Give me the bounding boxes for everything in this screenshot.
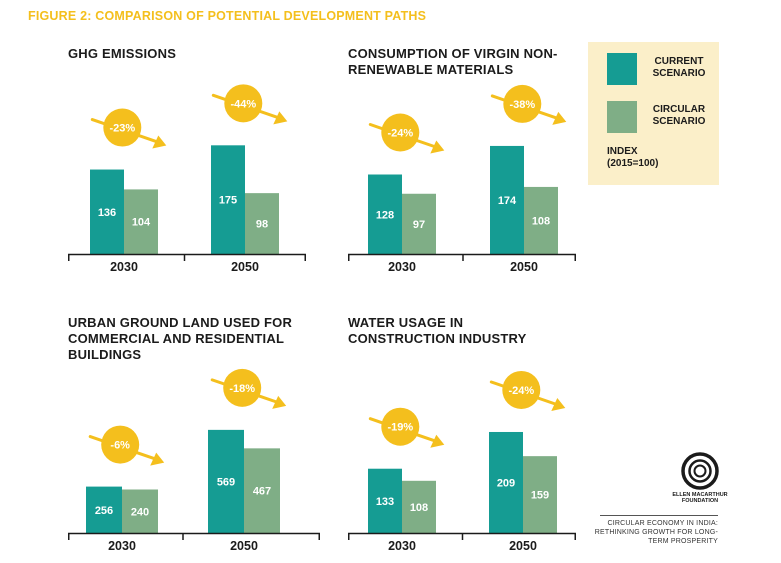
reduction-badge: [103, 108, 142, 147]
reduction-badge: [101, 425, 140, 464]
x-tick-label-2050: 2050: [230, 539, 258, 553]
reduction-percent-2030: -23%: [109, 123, 135, 135]
arrow-head-icon: [150, 452, 165, 466]
reduction-arrow-2050: -38%: [490, 84, 567, 125]
bar-circular-2050: [244, 448, 280, 533]
arrow-head-icon: [272, 395, 287, 409]
figure-title: FIGURE 2: COMPARISON OF POTENTIAL DEVELO…: [28, 9, 427, 23]
chart-svg: 128 97 2030 -24% 174 108 2050 -38%: [348, 84, 576, 274]
chart-title: WATER USAGE IN CONSTRUCTION INDUSTRY: [348, 315, 527, 346]
data-label-current-2030: 128: [376, 209, 394, 221]
reduction-arrow-2050: -44%: [211, 84, 288, 125]
reduction-percent-2050: -44%: [230, 98, 256, 110]
data-label-current-2050: 569: [217, 476, 235, 488]
data-label-circular-2050: 108: [532, 215, 550, 227]
legend-swatch-current: [607, 53, 637, 85]
x-tick-label-2030: 2030: [388, 260, 416, 274]
reduction-percent-2050: -24%: [508, 385, 534, 397]
reduction-percent-2030: -24%: [387, 128, 413, 140]
x-tick-label-2030: 2030: [388, 539, 416, 553]
bar-circular-2030: [402, 193, 436, 254]
chart-panel-virgin-materials: CONSUMPTION OF VIRGIN NON-RENEWABLE MATE…: [348, 46, 588, 276]
reduction-arrow-2030: -19%: [368, 407, 445, 448]
arrow-head-icon: [551, 397, 566, 411]
data-label-current-2030: 256: [95, 505, 113, 517]
reduction-badge: [381, 113, 420, 152]
reduction-badge: [381, 407, 420, 446]
divider: [600, 515, 718, 516]
chart-title: URBAN GROUND LAND USED FOR COMMERCIAL AN…: [68, 315, 293, 362]
bar-circular-2050: [523, 456, 557, 533]
data-label-circular-2050: 98: [256, 219, 268, 231]
bar-circular-2050: [524, 186, 558, 254]
bar-current-2050: [489, 431, 523, 533]
bar-current-2050: [208, 429, 244, 533]
chart-svg: 133 108 2030 -19% 209 159 2050 -24%: [348, 370, 576, 553]
bar-current-2030: [368, 468, 402, 533]
reduction-percent-2050: -38%: [509, 99, 535, 111]
chart-panel-urban-land: URBAN GROUND LAND USED FOR COMMERCIAL AN…: [68, 315, 320, 555]
arrow-head-icon: [152, 135, 167, 149]
chart-panel-water-usage: WATER USAGE IN CONSTRUCTION INDUSTRY 133…: [348, 315, 588, 555]
chart-title: CONSUMPTION OF VIRGIN NON-RENEWABLE MATE…: [348, 46, 558, 77]
reduction-badge: [502, 370, 541, 409]
arrow-head-icon: [552, 111, 567, 125]
reduction-arrow-2030: -24%: [368, 113, 445, 154]
data-label-circular-2030: 104: [132, 217, 151, 229]
reduction-percent-2050: -18%: [229, 383, 255, 395]
data-label-circular-2030: 108: [410, 502, 428, 514]
x-tick-label-2030: 2030: [108, 539, 136, 553]
bar-current-2030: [368, 174, 402, 254]
bar-circular-2030: [122, 489, 158, 533]
legend-label-current: CURRENT SCENARIO: [652, 56, 706, 79]
chart-svg: 256 240 2030 -6% 569 467 2050 -18%: [68, 368, 320, 553]
legend-label-circular: CIRCULAR SCENARIO: [652, 104, 706, 127]
ellen-macarthur-logo-icon: [681, 452, 719, 490]
chart-panel-ghg-emissions: GHG EMISSIONS 136 104 2030 -23% 175 98 2050 -44…: [68, 46, 308, 276]
reduction-arrow-2050: -24%: [489, 370, 566, 411]
data-label-circular-2050: 159: [531, 490, 549, 502]
legend-swatch-circular: [607, 101, 637, 133]
data-label-current-2030: 133: [376, 496, 394, 508]
bar-current-2030: [90, 169, 124, 254]
logo-text: ELLEN MACARTHUR FOUNDATION: [672, 492, 728, 504]
legend-index-note: INDEX (2015=100): [607, 146, 659, 169]
bar-current-2050: [211, 145, 245, 254]
bar-current-2030: [86, 486, 122, 533]
reduction-arrow-2030: -23%: [90, 108, 167, 149]
chart-title: GHG EMISSIONS: [68, 46, 177, 61]
x-tick-label-2050: 2050: [509, 539, 537, 553]
data-label-circular-2050: 467: [253, 486, 271, 498]
reduction-badge: [224, 84, 263, 123]
reduction-badge: [503, 84, 542, 123]
reduction-arrow-2030: -6%: [88, 425, 165, 466]
legend: CURRENT SCENARIO CIRCULAR SCENARIO INDEX…: [588, 42, 719, 185]
reduction-percent-2030: -6%: [110, 440, 130, 452]
x-tick-label-2030: 2030: [110, 260, 138, 274]
x-tick-label-2050: 2050: [231, 260, 259, 274]
bar-current-2050: [490, 145, 524, 254]
data-label-circular-2030: 97: [413, 219, 425, 231]
bar-circular-2030: [402, 480, 436, 533]
arrow-head-icon: [273, 111, 288, 125]
data-label-current-2050: 209: [497, 477, 515, 489]
data-label-circular-2030: 240: [131, 506, 149, 518]
chart-svg: 136 104 2030 -23% 175 98 2050 -44%: [68, 84, 306, 274]
bar-circular-2050: [245, 193, 279, 254]
bar-circular-2030: [124, 189, 158, 254]
reduction-arrow-2050: -18%: [210, 368, 287, 409]
source-note: CIRCULAR ECONOMY IN INDIA: RETHINKING GR…: [594, 520, 718, 545]
reduction-badge: [223, 368, 262, 407]
arrow-head-icon: [430, 434, 445, 448]
data-label-current-2030: 136: [98, 207, 116, 219]
arrow-head-icon: [430, 140, 445, 154]
x-tick-label-2050: 2050: [510, 260, 538, 274]
data-label-current-2050: 175: [219, 195, 237, 207]
data-label-current-2050: 174: [498, 195, 517, 207]
reduction-percent-2030: -19%: [387, 422, 413, 434]
